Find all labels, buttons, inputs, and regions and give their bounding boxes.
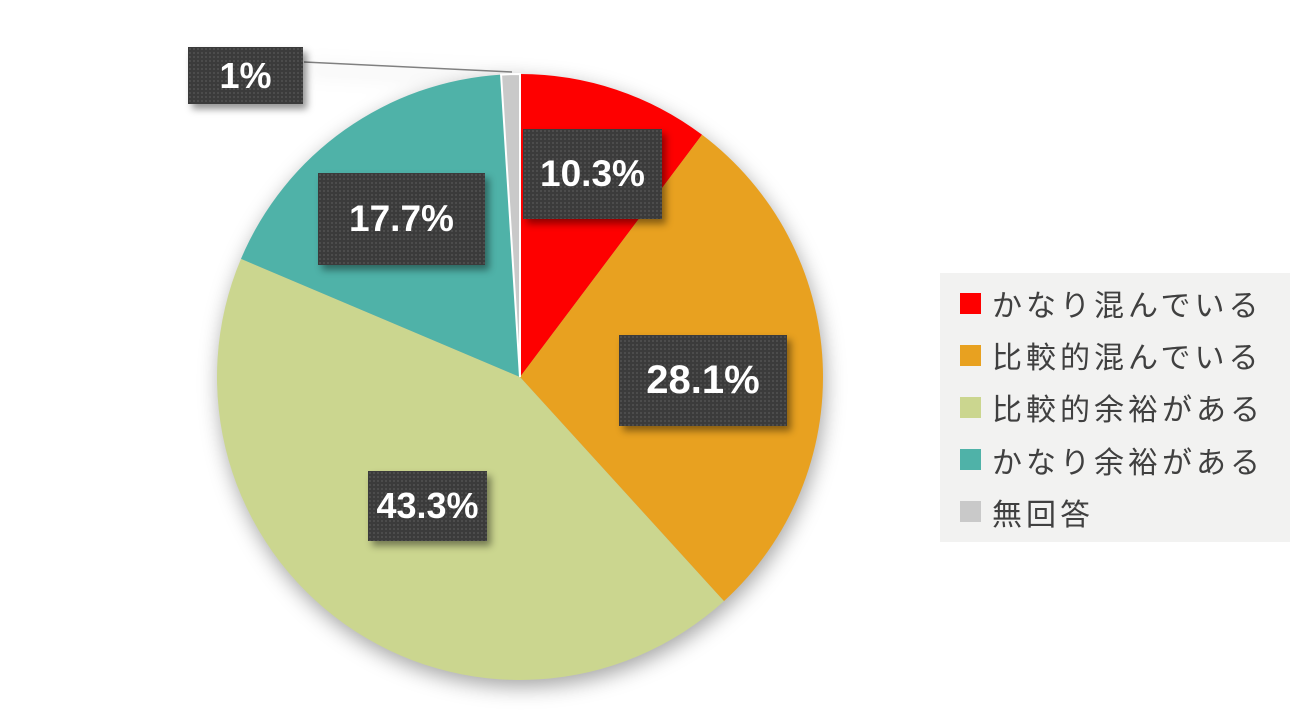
legend-label: かなり余裕がある <box>992 446 1264 480</box>
legend: かなり混んでいる 比較的混んでいる 比較的余裕がある かなり余裕がある 無回答 <box>940 273 1290 542</box>
legend-swatch-icon <box>960 501 981 523</box>
legend-item-5: 無回答 <box>940 490 1290 534</box>
legend-item-1: かなり混んでいる <box>940 281 1290 325</box>
legend-label: かなり混んでいる <box>992 290 1263 324</box>
data-label-hikakuteki-yoyu: 43.3% <box>368 471 487 541</box>
legend-swatch-icon <box>960 292 981 314</box>
data-label-kanari-konderu: 10.3% <box>523 129 662 219</box>
pie-slice-3 <box>217 258 724 680</box>
data-label-hikakuteki-konderu: 28.1% <box>619 335 787 426</box>
pie-slice-5 <box>499 72 521 378</box>
data-label-mukaito: 1% <box>188 47 303 104</box>
legend-swatch-icon <box>960 449 981 471</box>
legend-item-2: 比較的混んでいる <box>940 333 1290 377</box>
legend-swatch-icon <box>960 396 981 418</box>
legend-label: 比較的混んでいる <box>992 342 1263 376</box>
legend-label: 比較的余裕がある <box>992 394 1264 428</box>
legend-item-3: 比較的余裕がある <box>940 385 1290 429</box>
legend-swatch-icon <box>960 344 981 366</box>
leader-line <box>303 61 513 73</box>
legend-label: 無回答 <box>992 498 1094 532</box>
legend-item-4: かなり余裕がある <box>940 438 1290 482</box>
data-label-kanari-yoyu: 17.7% <box>318 173 485 265</box>
